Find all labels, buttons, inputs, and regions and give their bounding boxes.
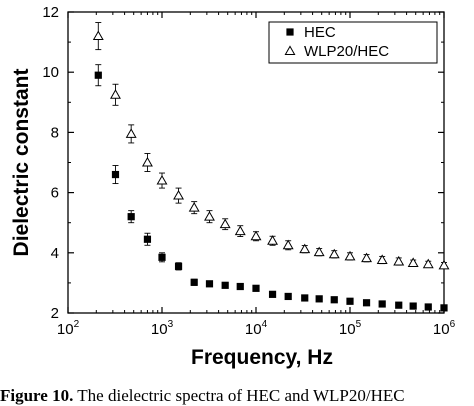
data-point xyxy=(328,248,340,259)
data-point xyxy=(205,280,214,288)
data-point xyxy=(219,218,231,229)
data-point xyxy=(361,252,373,263)
x-tick-label: 102 xyxy=(57,319,80,338)
data-point xyxy=(422,258,434,269)
x-tick-label: 106 xyxy=(433,319,456,338)
data-point xyxy=(158,253,166,261)
data-point xyxy=(127,213,135,221)
data-point xyxy=(236,282,244,291)
data-point xyxy=(313,246,325,257)
data-point xyxy=(282,239,294,250)
data-point xyxy=(92,30,104,41)
legend-marker xyxy=(286,28,294,36)
figure-caption: Figure 10. The dielectric spectra of HEC… xyxy=(0,386,474,406)
data-point xyxy=(174,262,183,270)
y-tick-label: 12 xyxy=(42,4,59,21)
caption-prefix: Figure 10. xyxy=(0,386,74,405)
data-point xyxy=(110,89,121,99)
data-point xyxy=(438,259,450,270)
series-1 xyxy=(94,64,448,312)
data-point xyxy=(395,301,403,309)
data-point xyxy=(315,295,323,303)
x-tick-label: 105 xyxy=(339,319,362,338)
y-tick-label: 10 xyxy=(42,64,59,81)
legend-box xyxy=(268,21,438,64)
data-point xyxy=(94,71,102,79)
data-point xyxy=(234,225,246,236)
data-point xyxy=(173,190,185,200)
legend: HEC WLP20/HEC xyxy=(268,21,438,64)
data-point xyxy=(156,174,168,185)
x-tick-label: 103 xyxy=(151,319,174,338)
data-point xyxy=(268,290,277,298)
data-point xyxy=(143,235,152,243)
data-point xyxy=(188,202,200,212)
data-point xyxy=(378,300,386,308)
data-point xyxy=(346,297,354,305)
data-point xyxy=(204,211,215,221)
legend-marker xyxy=(284,45,296,55)
y-tick-label: 6 xyxy=(51,185,59,202)
data-point xyxy=(344,250,356,261)
data-point xyxy=(252,284,260,292)
data-point xyxy=(221,281,229,289)
data-point xyxy=(267,235,279,245)
x-tick-label: 104 xyxy=(245,319,268,338)
x-axis-ticks: 102 103 104 105 106 xyxy=(57,12,456,338)
data-point xyxy=(301,294,309,302)
data-point xyxy=(393,255,405,266)
data-point xyxy=(330,296,338,304)
data-point xyxy=(409,302,417,310)
y-tick-label: 2 xyxy=(51,305,59,322)
y-axis-ticks: 2 4 6 8 10 12 xyxy=(42,4,444,322)
series-layer xyxy=(92,22,450,312)
y-tick-label: 4 xyxy=(51,245,59,262)
y-axis-label: Dielectric constant xyxy=(10,69,33,257)
data-point xyxy=(440,304,448,312)
legend-label: HEC xyxy=(304,24,336,41)
data-point xyxy=(284,292,292,301)
data-point xyxy=(250,230,262,241)
data-point xyxy=(125,128,137,138)
data-point xyxy=(407,257,419,267)
data-point xyxy=(362,299,371,307)
data-point xyxy=(376,254,388,264)
data-point xyxy=(299,243,311,254)
chart: 2 4 6 8 10 12 102 103 104 105 106 Frequency, Hz D… xyxy=(10,4,456,369)
legend-label: WLP20/HEC xyxy=(304,43,389,60)
data-point xyxy=(141,156,153,167)
caption-text: The dielectric spectra of HEC and WLP20/… xyxy=(73,386,405,405)
series-2 xyxy=(92,22,450,270)
data-point xyxy=(424,303,432,311)
data-point xyxy=(190,278,198,286)
data-point xyxy=(111,170,120,179)
x-axis-label: Frequency, Hz xyxy=(191,346,333,369)
y-tick-label: 8 xyxy=(51,124,59,141)
